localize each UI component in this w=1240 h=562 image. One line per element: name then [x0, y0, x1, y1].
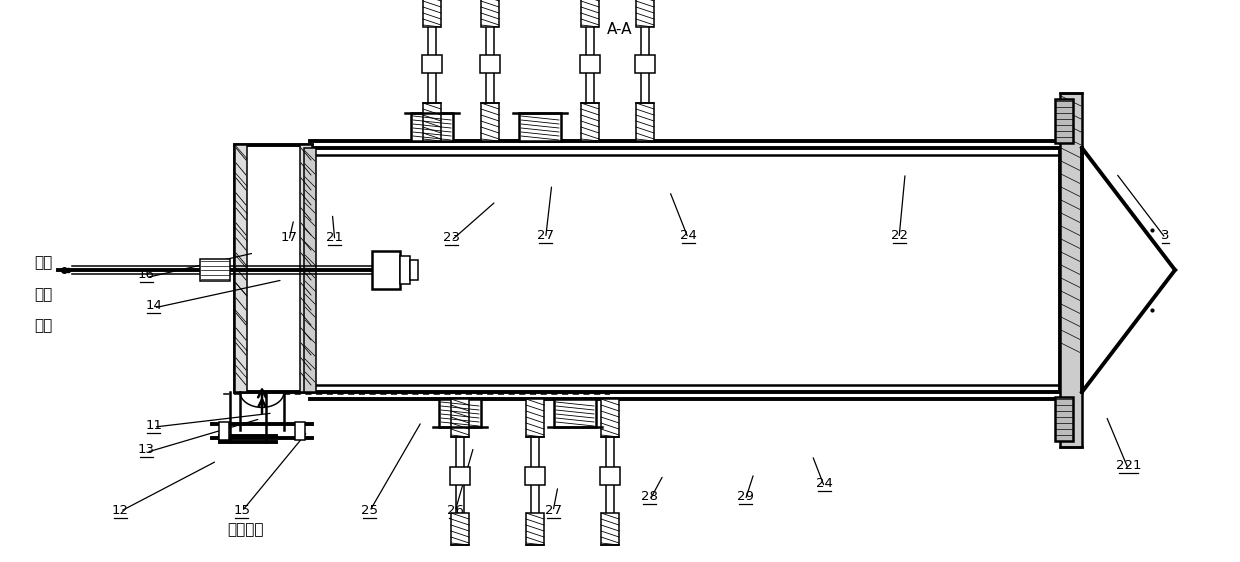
Bar	[236, 145, 247, 392]
Bar	[1055, 99, 1073, 143]
Bar	[422, 55, 441, 73]
Text: 29: 29	[737, 490, 754, 503]
Bar	[1060, 93, 1083, 447]
Bar	[580, 55, 600, 73]
Bar	[635, 55, 655, 73]
Text: 入口: 入口	[35, 256, 53, 270]
Text: 22: 22	[890, 229, 908, 242]
Text: 25: 25	[361, 504, 378, 517]
Text: 12: 12	[112, 504, 129, 517]
Bar	[423, 103, 441, 141]
Bar	[295, 422, 305, 440]
Text: 3: 3	[1162, 229, 1169, 242]
Text: 24: 24	[816, 477, 833, 490]
Bar	[410, 260, 418, 280]
Bar	[525, 467, 546, 485]
Text: 21: 21	[326, 232, 343, 244]
Text: 28: 28	[641, 490, 658, 503]
Bar	[636, 103, 653, 141]
Bar	[200, 259, 229, 281]
Bar	[526, 513, 544, 545]
Bar	[236, 145, 312, 392]
Bar	[310, 148, 1060, 392]
Text: 26: 26	[446, 504, 464, 517]
Bar	[582, 103, 599, 141]
Bar	[636, 0, 653, 27]
Bar	[601, 399, 619, 437]
Bar	[582, 0, 599, 27]
Bar	[423, 0, 441, 27]
Text: 17: 17	[280, 232, 298, 244]
Bar	[601, 513, 619, 545]
Bar	[451, 399, 469, 437]
Text: 空气入口: 空气入口	[227, 522, 264, 537]
Bar	[480, 55, 500, 73]
Text: 14: 14	[145, 299, 162, 312]
Bar	[451, 513, 469, 545]
Bar	[520, 113, 560, 141]
Text: 16: 16	[138, 268, 155, 281]
Text: 27: 27	[537, 229, 554, 242]
Text: A-A: A-A	[608, 22, 632, 38]
Bar	[401, 256, 410, 284]
Bar	[439, 399, 481, 427]
Bar	[1055, 397, 1073, 441]
Bar	[410, 113, 453, 141]
Bar	[450, 467, 470, 485]
Bar	[481, 0, 498, 27]
Bar	[372, 251, 401, 289]
Text: 24: 24	[680, 229, 697, 242]
Bar	[554, 399, 596, 427]
Text: 13: 13	[138, 443, 155, 456]
Bar	[600, 467, 620, 485]
Bar	[526, 399, 544, 437]
Text: 27: 27	[544, 504, 562, 517]
Bar	[304, 148, 316, 392]
Text: 煤油: 煤油	[35, 288, 53, 302]
Text: 15: 15	[233, 504, 250, 517]
Text: 11: 11	[145, 419, 162, 432]
Bar	[300, 145, 312, 392]
Bar	[219, 422, 229, 440]
Bar	[481, 103, 498, 141]
Text: 23: 23	[443, 232, 460, 244]
Text: 点火: 点火	[35, 319, 53, 333]
Text: 221: 221	[1116, 459, 1141, 472]
